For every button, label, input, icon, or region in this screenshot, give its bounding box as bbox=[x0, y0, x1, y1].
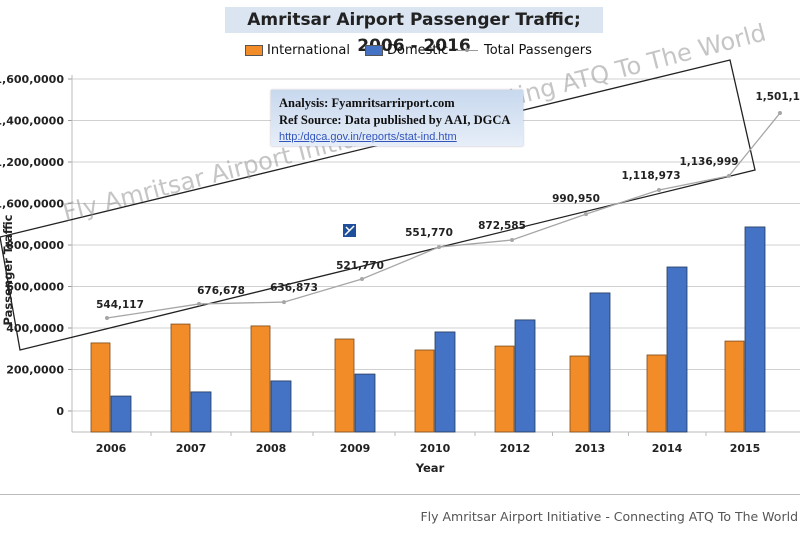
bar-domestic bbox=[190, 391, 212, 433]
bar-international bbox=[646, 354, 667, 433]
total-passengers-point bbox=[510, 238, 514, 243]
total-passengers-data-label: 521,770 bbox=[336, 260, 384, 272]
y-tick-label: 200,0000 bbox=[6, 364, 64, 377]
total-passengers-point bbox=[282, 300, 286, 305]
y-axis-label: Passenger Traffic bbox=[1, 214, 15, 325]
bar-international bbox=[334, 338, 355, 433]
total-passengers-data-label: 544,117 bbox=[96, 299, 144, 311]
x-tick-label: 2012 bbox=[500, 442, 531, 455]
bar-international bbox=[90, 342, 111, 433]
total-passengers-point bbox=[657, 188, 661, 193]
bar-international bbox=[250, 325, 271, 433]
x-tick-label: 2013 bbox=[575, 442, 606, 455]
y-tick-label: 0 bbox=[56, 405, 64, 418]
chart-title: Amritsar Airport Passenger Traffic; 2006… bbox=[247, 10, 581, 56]
bar-domestic bbox=[434, 331, 456, 433]
legend-total: Total Passengers bbox=[456, 43, 592, 58]
bar-domestic bbox=[110, 395, 132, 433]
bar-international bbox=[724, 340, 745, 433]
total-passengers-data-label: 990,950 bbox=[552, 193, 600, 205]
x-tick-label: 2014 bbox=[652, 442, 683, 455]
total-passengers-data-label: 1,501,184 bbox=[755, 91, 800, 103]
legend-label-domestic: Domestic bbox=[387, 43, 449, 58]
total-passengers-point bbox=[778, 111, 782, 116]
note-link[interactable]: http:/dgca.gov.in/reports/stat-ind.htm bbox=[279, 131, 457, 143]
chart-title-box: Amritsar Airport Passenger Traffic; 2006… bbox=[225, 7, 603, 56]
broken-image-icon bbox=[343, 224, 356, 237]
y-tick-label: 1,600,0000 bbox=[0, 198, 64, 211]
source-note: Analysis: Fyamritsarrirport.com Ref Sour… bbox=[271, 90, 523, 146]
y-tick-label: 1,200,0000 bbox=[0, 156, 64, 169]
bar-international bbox=[569, 355, 590, 433]
total-passengers-data-label: 551,770 bbox=[405, 227, 453, 239]
legend-international: International bbox=[245, 43, 350, 58]
bar-domestic bbox=[270, 380, 292, 433]
legend-domestic: Domestic bbox=[365, 43, 448, 58]
x-axis-label: Year bbox=[415, 461, 445, 475]
bar-domestic bbox=[514, 319, 536, 433]
x-tick-label: 2006 bbox=[96, 442, 127, 455]
total-passengers-point bbox=[197, 301, 201, 306]
x-tick-label: 2015 bbox=[730, 442, 761, 455]
bar-international bbox=[494, 345, 515, 433]
total-passengers-point bbox=[437, 245, 441, 250]
legend-label-international: International bbox=[267, 43, 350, 58]
legend-swatch-international bbox=[245, 45, 263, 56]
total-passengers-data-label: 1,136,999 bbox=[679, 156, 738, 168]
x-tick-label: 2007 bbox=[176, 442, 207, 455]
bar-international bbox=[414, 349, 435, 433]
bar-domestic bbox=[666, 266, 688, 433]
total-passengers-data-label: 636,873 bbox=[270, 282, 318, 294]
legend-swatch-domestic bbox=[365, 45, 383, 56]
x-tick-label: 2009 bbox=[340, 442, 371, 455]
note-analysis: Analysis: Fyamritsarrirport.com bbox=[279, 96, 455, 110]
total-passengers-line bbox=[106, 112, 781, 319]
total-passengers-point bbox=[360, 277, 364, 282]
bar-domestic bbox=[744, 226, 766, 433]
footer-text: Fly Amritsar Airport Initiative - Connec… bbox=[420, 509, 798, 524]
legend-line-total bbox=[456, 48, 478, 52]
bar-domestic bbox=[354, 373, 376, 433]
legend-label-total: Total Passengers bbox=[484, 43, 592, 58]
bar-international bbox=[170, 323, 191, 433]
total-passengers-point bbox=[105, 316, 109, 321]
y-tick-label: 1,400,0000 bbox=[0, 115, 64, 128]
total-passengers-data-label: 1,118,973 bbox=[621, 170, 680, 182]
y-tick-label: 800,0000 bbox=[6, 239, 64, 252]
x-tick-label: 2008 bbox=[256, 442, 287, 455]
total-passengers-data-label: 872,585 bbox=[478, 220, 526, 232]
x-tick-label: 2010 bbox=[420, 442, 451, 455]
bar-domestic bbox=[589, 292, 611, 433]
y-tick-label: 600,0000 bbox=[6, 281, 64, 294]
footer-divider bbox=[0, 494, 800, 495]
total-passengers-point bbox=[727, 173, 731, 178]
y-tick-label: 400,0000 bbox=[6, 322, 64, 335]
total-passengers-data-label: 676,678 bbox=[197, 285, 245, 297]
note-source: Ref Source: Data published by AAI, DGCA bbox=[279, 113, 511, 127]
total-passengers-point bbox=[584, 212, 588, 217]
y-tick-label: 1,600,0000 bbox=[0, 73, 64, 86]
